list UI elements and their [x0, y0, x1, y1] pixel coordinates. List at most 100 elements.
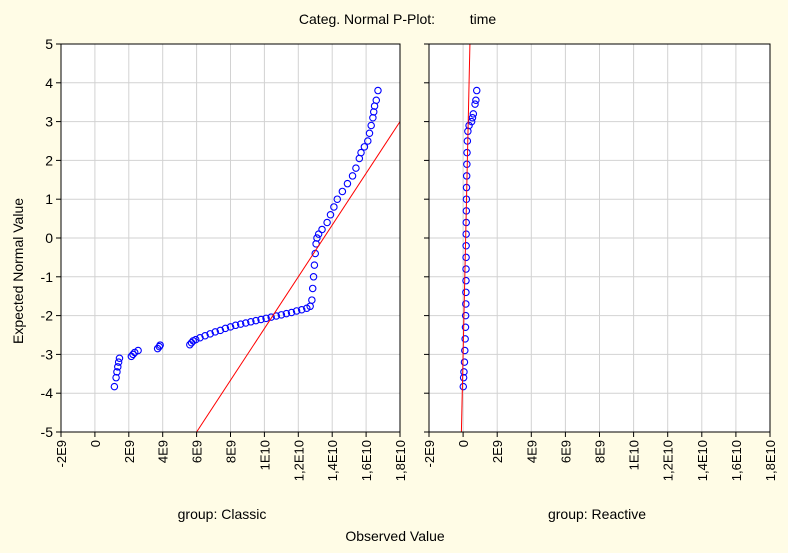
panel-classic: -2E9 0 2E9 4E9 6E9 8E9 1E10 1,2E10 1,4E10 1,6E10 1…: [41, 36, 408, 481]
y-tick-label: -4: [41, 385, 54, 401]
y-tick-label: -2: [41, 308, 54, 324]
data-point: [115, 354, 124, 363]
x-tick-label: 1E10: [257, 440, 272, 470]
x-tick-label: 1,2E10: [291, 440, 306, 481]
x-tick-label: 1,8E10: [763, 440, 778, 481]
chart-title: Categ. Normal P-Plot:: [299, 11, 435, 27]
data-point: [338, 187, 347, 196]
data-point: [313, 234, 321, 242]
data-point: [156, 341, 164, 349]
x-axis-label: Observed Value: [345, 528, 445, 544]
y-tick-label: -5: [41, 424, 54, 440]
data-point: [462, 242, 470, 250]
data-point: [360, 143, 369, 151]
panel-label-reactive: group: Reactive: [548, 506, 646, 522]
x-tick-label: 1,4E10: [695, 440, 710, 481]
data-point: [308, 284, 317, 293]
data-point: [287, 308, 296, 317]
panel-label-classic: group: Classic: [178, 506, 267, 522]
chart-variable-name: time: [470, 11, 497, 27]
y-tick-label: 2: [45, 152, 53, 168]
data-point: [206, 330, 214, 338]
data-point: [374, 86, 382, 95]
y-tick-label: 3: [45, 114, 53, 130]
data-point: [372, 96, 381, 105]
data-point: [343, 179, 352, 188]
y-tick-label: 4: [45, 75, 53, 91]
x-tick-label: 8E9: [593, 440, 608, 463]
data-point: [462, 253, 470, 262]
data-point: [367, 121, 375, 130]
data-points: [110, 86, 382, 391]
x-tick-label: 2E9: [122, 440, 137, 463]
x-tick-label: -2E9: [54, 440, 69, 467]
x-tick-label: 1E10: [627, 440, 642, 470]
data-point: [462, 300, 470, 308]
data-point: [236, 320, 245, 328]
data-point: [292, 307, 301, 315]
data-point: [226, 323, 235, 331]
data-point: [462, 288, 470, 297]
x-tick-label: 1,2E10: [661, 440, 676, 481]
y-axis-label: Expected Normal Value: [10, 198, 26, 344]
data-point: [352, 164, 360, 172]
data-point: [326, 210, 335, 219]
data-point: [461, 346, 469, 355]
x-tick-label: 6E9: [558, 440, 573, 463]
x-tick-label: 1,6E10: [729, 440, 744, 481]
data-point: [471, 100, 479, 108]
data-point: [252, 316, 260, 325]
data-point: [134, 346, 142, 355]
data-point: [309, 273, 318, 281]
data-point: [216, 326, 225, 335]
data-point: [357, 148, 365, 157]
data-point: [231, 321, 240, 330]
data-point: [462, 276, 470, 285]
data-point: [460, 368, 468, 376]
data-point: [114, 358, 123, 366]
data-point: [462, 265, 470, 273]
data-point: [348, 172, 357, 180]
data-point: [365, 129, 374, 137]
data-point: [310, 261, 319, 269]
x-tick-label: 6E9: [190, 440, 205, 463]
x-tick-label: 4E9: [156, 440, 171, 463]
data-point: [196, 333, 204, 342]
data-point: [461, 335, 469, 343]
data-point: [277, 311, 286, 319]
data-point: [472, 96, 480, 105]
data-point: [469, 110, 478, 118]
x-tick-label: 8E9: [224, 440, 239, 463]
data-point: [459, 382, 468, 391]
data-point: [267, 313, 275, 321]
data-point: [211, 328, 219, 336]
data-point: [297, 306, 306, 314]
y-tick-label: -3: [41, 346, 54, 362]
data-point: [308, 296, 316, 304]
data-point: [282, 309, 291, 318]
data-point: [472, 86, 481, 95]
x-tick-label: 0: [456, 440, 471, 447]
x-tick-label: -2E9: [422, 440, 437, 467]
data-point: [247, 318, 255, 326]
y-tick-label: 5: [45, 36, 53, 52]
data-point: [262, 314, 270, 323]
data-point: [192, 335, 200, 344]
reference-line: [196, 121, 400, 432]
data-point: [460, 358, 469, 366]
y-tick-label: 0: [45, 230, 53, 246]
x-tick-label: 0: [88, 440, 103, 447]
x-tick-label: 1,8E10: [393, 440, 408, 481]
data-point: [113, 368, 121, 376]
data-point: [461, 323, 470, 331]
data-point: [333, 195, 342, 203]
data-point: [364, 137, 372, 145]
data-point: [461, 311, 470, 320]
reference-line: [460, 44, 471, 432]
data-point: [318, 225, 326, 234]
x-tick-label: 4E9: [524, 440, 539, 463]
data-point: [257, 315, 265, 324]
y-tick-label: -1: [41, 269, 54, 285]
data-point: [114, 363, 122, 371]
